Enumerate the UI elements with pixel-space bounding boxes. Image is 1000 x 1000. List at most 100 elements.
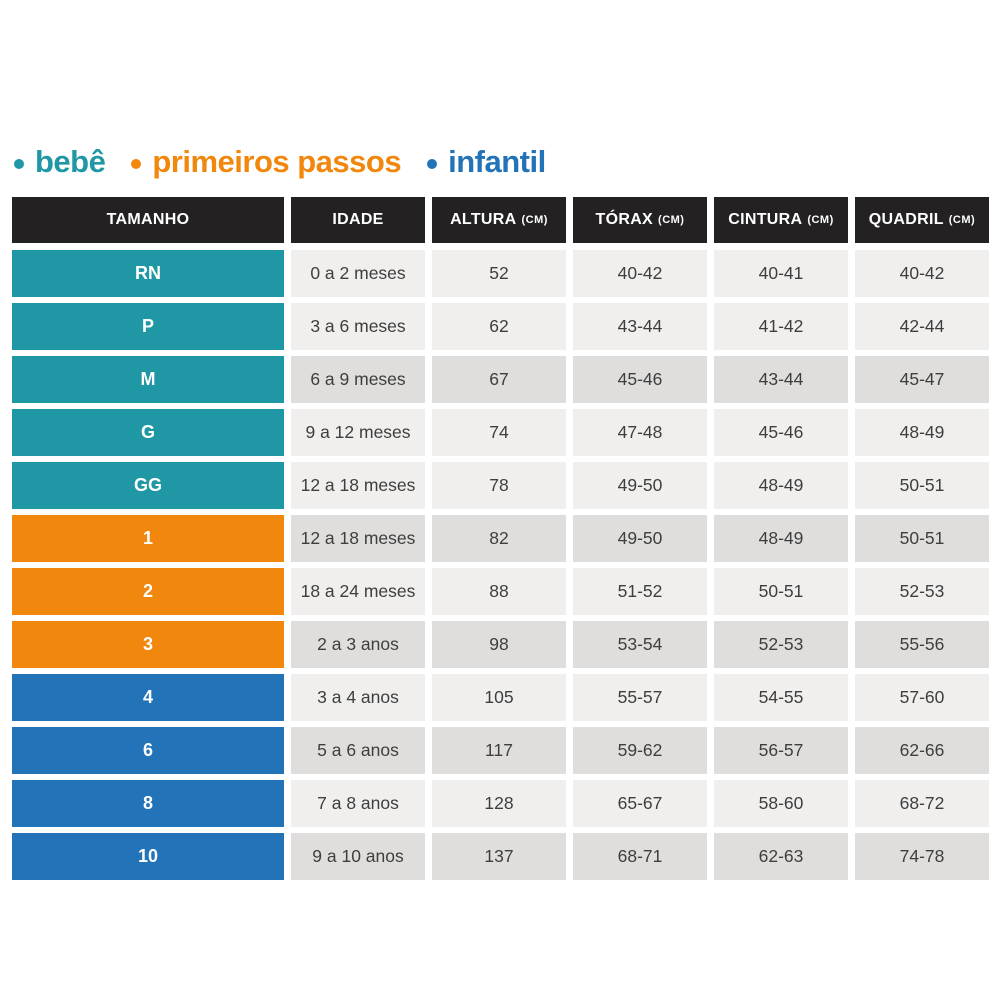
value-cell: 65-67	[573, 780, 707, 827]
size-cell: 10	[12, 833, 284, 880]
size-cell: M	[12, 356, 284, 403]
header-idade: IDADE	[291, 197, 425, 243]
header-torax: TÓRAX (CM)	[573, 197, 707, 243]
value-cell: 52-53	[714, 621, 848, 668]
header-label: ALTURA	[450, 211, 517, 228]
header-unit: (CM)	[948, 214, 976, 226]
value-cell: 5 a 6 anos	[291, 727, 425, 774]
value-cell: 54-55	[714, 674, 848, 721]
bullet-icon	[131, 159, 142, 169]
value-cell: 45-46	[714, 409, 848, 456]
size-table: TAMANHO IDADE ALTURA (CM) TÓRAX (CM) CIN…	[12, 197, 989, 886]
value-cell: 82	[432, 515, 566, 562]
value-cell: 43-44	[573, 303, 707, 350]
header-unit: (CM)	[807, 214, 834, 226]
header-label: TAMANHO	[106, 211, 190, 228]
value-cell: 137	[432, 833, 566, 880]
value-cell: 68-71	[573, 833, 707, 880]
value-cell: 6 a 9 meses	[291, 356, 425, 403]
value-cell: 50-51	[714, 568, 848, 615]
value-cell: 55-56	[855, 621, 989, 668]
value-cell: 12 a 18 meses	[291, 462, 425, 509]
value-cell: 105	[432, 674, 566, 721]
legend-label-infantil: infantil	[448, 144, 546, 179]
value-cell: 45-46	[573, 356, 707, 403]
value-cell: 47-48	[573, 409, 707, 456]
value-cell: 40-41	[714, 250, 848, 297]
legend: bebê primeiros passos infantil	[14, 144, 546, 180]
legend-item-bebe: bebê	[14, 144, 106, 180]
header-quadril: QUADRIL (CM)	[855, 197, 989, 243]
legend-item-infantil: infantil	[427, 144, 546, 180]
header-unit: (CM)	[521, 214, 548, 226]
table-row: GG 12 a 18 meses 78 49-50 48-49 50-51	[12, 462, 989, 509]
value-cell: 48-49	[855, 409, 989, 456]
value-cell: 58-60	[714, 780, 848, 827]
table-row: 10 9 a 10 anos 137 68-71 62-63 74-78	[12, 833, 989, 880]
value-cell: 62-66	[855, 727, 989, 774]
size-table-body: RN 0 a 2 meses 52 40-42 40-41 40-42 P 3 a 6 mes…	[12, 250, 989, 880]
table-row: 1 12 a 18 meses 82 49-50 48-49 50-51	[12, 515, 989, 562]
value-cell: 9 a 12 meses	[291, 409, 425, 456]
value-cell: 42-44	[855, 303, 989, 350]
value-cell: 40-42	[855, 250, 989, 297]
value-cell: 40-42	[573, 250, 707, 297]
header-tamanho: TAMANHO	[12, 197, 284, 243]
value-cell: 55-57	[573, 674, 707, 721]
value-cell: 48-49	[714, 462, 848, 509]
size-cell: G	[12, 409, 284, 456]
value-cell: 98	[432, 621, 566, 668]
bullet-icon	[427, 159, 438, 169]
value-cell: 50-51	[855, 462, 989, 509]
value-cell: 57-60	[855, 674, 989, 721]
legend-item-primeiros-passos: primeiros passos	[131, 144, 402, 180]
value-cell: 88	[432, 568, 566, 615]
value-cell: 128	[432, 780, 566, 827]
bullet-icon	[14, 159, 24, 169]
size-cell: RN	[12, 250, 284, 297]
value-cell: 45-47	[855, 356, 989, 403]
value-cell: 2 a 3 anos	[291, 621, 425, 668]
value-cell: 117	[432, 727, 566, 774]
value-cell: 62	[432, 303, 566, 350]
value-cell: 74-78	[855, 833, 989, 880]
header-altura: ALTURA (CM)	[432, 197, 566, 243]
value-cell: 41-42	[714, 303, 848, 350]
value-cell: 48-49	[714, 515, 848, 562]
value-cell: 74	[432, 409, 566, 456]
header-label: IDADE	[332, 211, 384, 228]
value-cell: 78	[432, 462, 566, 509]
size-cell: 2	[12, 568, 284, 615]
value-cell: 50-51	[855, 515, 989, 562]
header-label: CINTURA	[728, 211, 803, 228]
value-cell: 62-63	[714, 833, 848, 880]
size-cell: P	[12, 303, 284, 350]
value-cell: 59-62	[573, 727, 707, 774]
table-header: TAMANHO IDADE ALTURA (CM) TÓRAX (CM) CIN…	[12, 197, 989, 243]
value-cell: 12 a 18 meses	[291, 515, 425, 562]
value-cell: 18 a 24 meses	[291, 568, 425, 615]
value-cell: 53-54	[573, 621, 707, 668]
value-cell: 3 a 4 anos	[291, 674, 425, 721]
value-cell: 49-50	[573, 462, 707, 509]
table-row: RN 0 a 2 meses 52 40-42 40-41 40-42	[12, 250, 989, 297]
header-cintura: CINTURA (CM)	[714, 197, 848, 243]
header-label: TÓRAX	[595, 211, 654, 228]
value-cell: 43-44	[714, 356, 848, 403]
value-cell: 0 a 2 meses	[291, 250, 425, 297]
size-cell: 3	[12, 621, 284, 668]
table-row: 2 18 a 24 meses 88 51-52 50-51 52-53	[12, 568, 989, 615]
value-cell: 51-52	[573, 568, 707, 615]
size-cell: 6	[12, 727, 284, 774]
size-cell: 8	[12, 780, 284, 827]
legend-label-bebe: bebê	[35, 144, 106, 179]
value-cell: 3 a 6 meses	[291, 303, 425, 350]
